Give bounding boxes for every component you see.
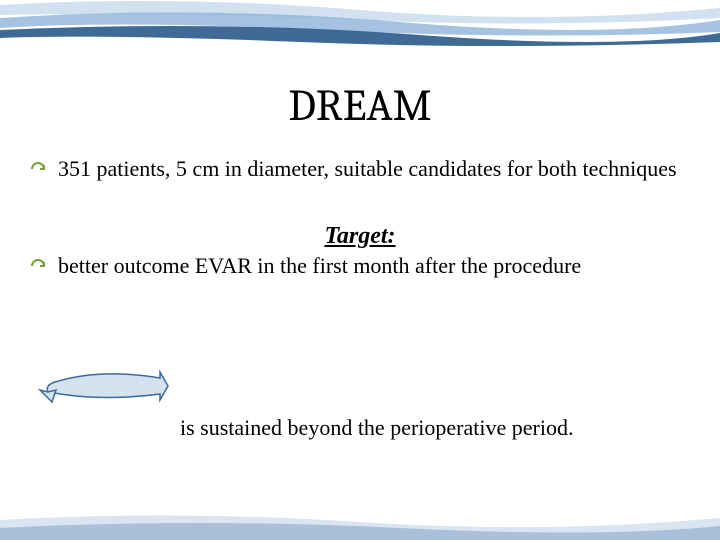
bottom-wave-decoration [0,500,720,540]
target-heading: Target: [30,223,690,250]
top-wave-decoration [0,0,720,65]
bullet-item: better outcome EVAR in the first month a… [30,252,690,280]
bullet-icon [30,256,50,281]
bullet-text: better outcome EVAR in the first month a… [58,253,581,278]
slide: DREAM 351 patients, 5 cm in diameter, su… [0,0,720,540]
bullet-item: 351 patients, 5 cm in diameter, suitable… [30,155,690,183]
bullet-text: 351 patients, 5 cm in diameter, suitable… [58,156,677,181]
slide-title: DREAM [0,80,720,131]
continuation-text: is sustained beyond the perioperative pe… [180,415,573,441]
curved-arrow-icon [30,370,170,415]
bullet-icon [30,159,50,184]
slide-content: 351 patients, 5 cm in diameter, suitable… [30,155,690,289]
